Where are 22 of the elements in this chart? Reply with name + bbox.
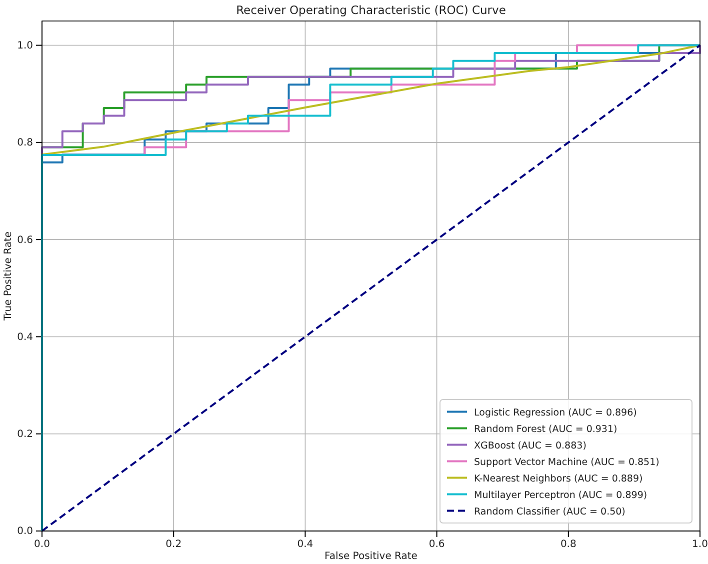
y-tick-label: 0.6	[17, 234, 33, 246]
legend-label: Random Forest (AUC = 0.931)	[474, 424, 618, 435]
y-tick-label: 1.0	[17, 40, 33, 52]
x-axis-title: False Positive Rate	[324, 551, 418, 562]
x-tick-label: 0.6	[428, 539, 445, 550]
legend-label: Logistic Regression (AUC = 0.896)	[474, 407, 637, 418]
y-tick-label: 0.2	[17, 429, 33, 440]
y-tick-label: 0.4	[17, 332, 33, 343]
chart-title: Receiver Operating Characteristic (ROC) Curve	[236, 3, 506, 17]
x-tick-label: 1.0	[692, 539, 708, 550]
x-tick-label: 0.4	[297, 539, 314, 550]
legend-label: XGBoost (AUC = 0.883)	[474, 440, 586, 452]
legend-label: Support Vector Machine (AUC = 0.851)	[474, 456, 660, 468]
legend-label: Multilayer Perceptron (AUC = 0.899)	[474, 490, 648, 501]
y-tick-label: 0.8	[17, 138, 33, 149]
legend-label: Random Classifier (AUC = 0.50)	[474, 506, 626, 518]
x-tick-label: 0.2	[166, 539, 182, 550]
legend-label: K-Nearest Neighbors (AUC = 0.889)	[474, 473, 643, 484]
x-tick-label: 0.8	[560, 539, 576, 550]
x-tick-label: 0.0	[34, 539, 50, 550]
y-axis-title: True Positive Rate	[3, 231, 14, 322]
y-tick-label: 0.0	[17, 526, 33, 538]
